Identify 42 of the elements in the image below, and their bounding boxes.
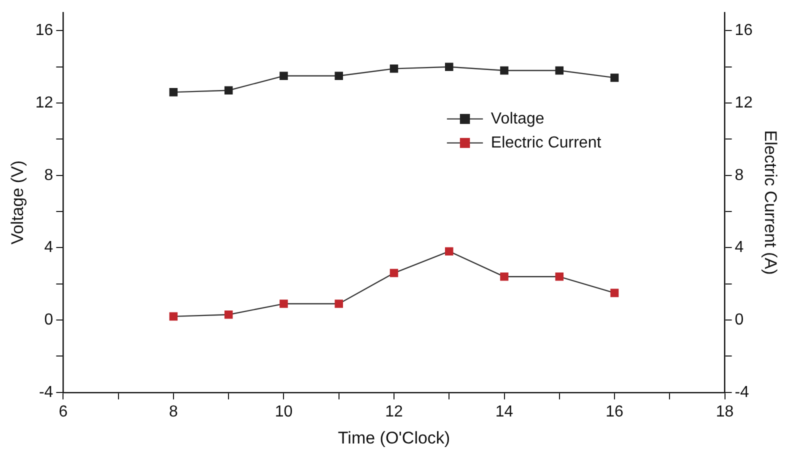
x-tick-label: 16 [606, 403, 624, 420]
point [610, 288, 619, 298]
point [334, 72, 343, 80]
point [500, 272, 508, 281]
y-tick-label: 0 [44, 311, 54, 328]
x-axis-title: Time (O'Clock) [338, 428, 450, 448]
y2-tick-label: 16 [734, 22, 753, 40]
point [555, 272, 564, 281]
point [610, 74, 619, 82]
point [334, 300, 343, 308]
y2-tick-label: 8 [734, 166, 744, 184]
y2-axis-title: Electric Current (A) [761, 130, 780, 275]
point [390, 268, 398, 278]
point [224, 86, 233, 95]
point [280, 72, 288, 80]
y2-tick-label: 4 [734, 239, 744, 256]
point [445, 247, 454, 256]
y2-tick-label: -4 [734, 384, 750, 401]
y-tick-label: 8 [44, 166, 54, 184]
x-tick-label: 14 [495, 403, 514, 420]
y-tick-label: -4 [38, 384, 54, 401]
y-tick-label: 16 [35, 22, 54, 40]
y-tick-label: 4 [44, 239, 54, 256]
point [280, 300, 288, 308]
x-tick-label: 18 [716, 403, 734, 420]
y-axis-title: Voltage (V) [8, 160, 27, 245]
y-tick-label: 12 [35, 94, 54, 112]
point [555, 66, 564, 75]
point [169, 88, 178, 96]
legend-label: Voltage [490, 110, 544, 128]
point [390, 64, 398, 73]
y2-tick-label: 0 [734, 311, 744, 328]
legend-label: Electric Current [490, 134, 602, 152]
y2-tick-label: 12 [734, 94, 753, 112]
x-tick-label: 10 [274, 403, 293, 420]
point [445, 62, 454, 71]
x-tick-label: 8 [169, 403, 178, 420]
point [500, 66, 508, 75]
point [169, 312, 178, 321]
x-tick-label: 12 [385, 403, 403, 420]
point [224, 310, 233, 319]
x-tick-label: 6 [58, 403, 68, 420]
